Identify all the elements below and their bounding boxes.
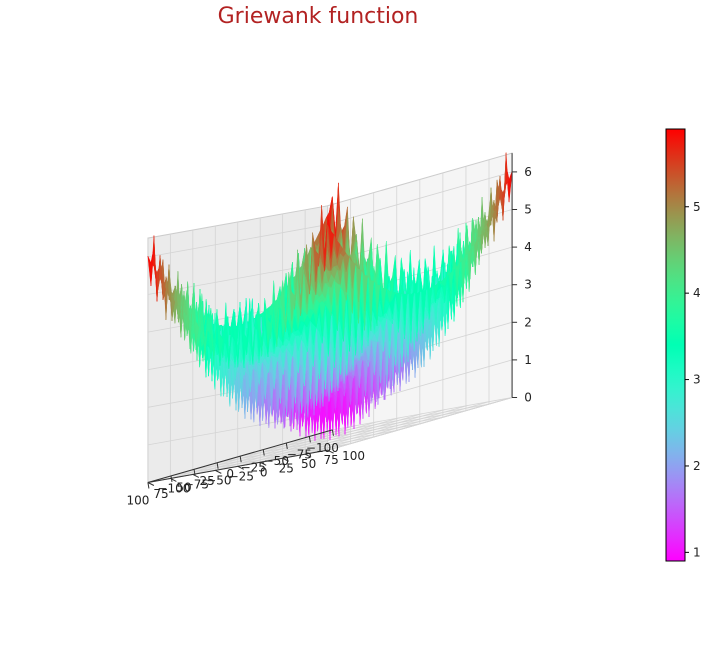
grid-line bbox=[170, 443, 351, 477]
grid-line bbox=[147, 224, 328, 258]
grid-line bbox=[193, 436, 374, 470]
z-tick-label: 0 bbox=[524, 391, 532, 405]
z-tick-label: 4 bbox=[524, 240, 532, 254]
grid-line bbox=[332, 397, 513, 431]
x-tick-label: 75 bbox=[153, 487, 168, 501]
y-tick-label: 50 bbox=[301, 457, 316, 471]
x-tick-label: 50 bbox=[176, 480, 191, 494]
colorbar-tick-label: 3 bbox=[693, 373, 701, 387]
grid-line bbox=[327, 171, 513, 225]
y-tick-label: 25 bbox=[279, 461, 294, 475]
colorbar-tick-label: 4 bbox=[693, 286, 701, 300]
y-tick-label: 0 bbox=[260, 465, 268, 479]
x-tick-label: 25 bbox=[199, 474, 214, 488]
z-tick-label: 5 bbox=[524, 203, 532, 217]
colorbar bbox=[665, 128, 686, 562]
grid-line bbox=[327, 397, 513, 451]
grid-line bbox=[260, 409, 445, 463]
colorbar-tick-label: 5 bbox=[693, 200, 701, 214]
z-tick-label: 2 bbox=[524, 315, 532, 329]
z-tick-label: 6 bbox=[524, 165, 532, 179]
y-tick-label: 75 bbox=[323, 453, 338, 467]
z-tick-label: 1 bbox=[524, 353, 532, 367]
x-tick-label: 0 bbox=[226, 467, 234, 481]
grid-line bbox=[305, 401, 490, 455]
colorbar-tick-label: 2 bbox=[693, 459, 701, 473]
grid-line bbox=[217, 430, 397, 464]
chart-title: Griewank function bbox=[217, 4, 419, 29]
y-tick-label: 100 bbox=[342, 449, 365, 463]
z-tick-label: 3 bbox=[524, 278, 532, 292]
colorbar-tick-label: 1 bbox=[693, 545, 701, 559]
grid-line bbox=[282, 405, 468, 459]
x-tick-label: 100 bbox=[126, 494, 149, 508]
